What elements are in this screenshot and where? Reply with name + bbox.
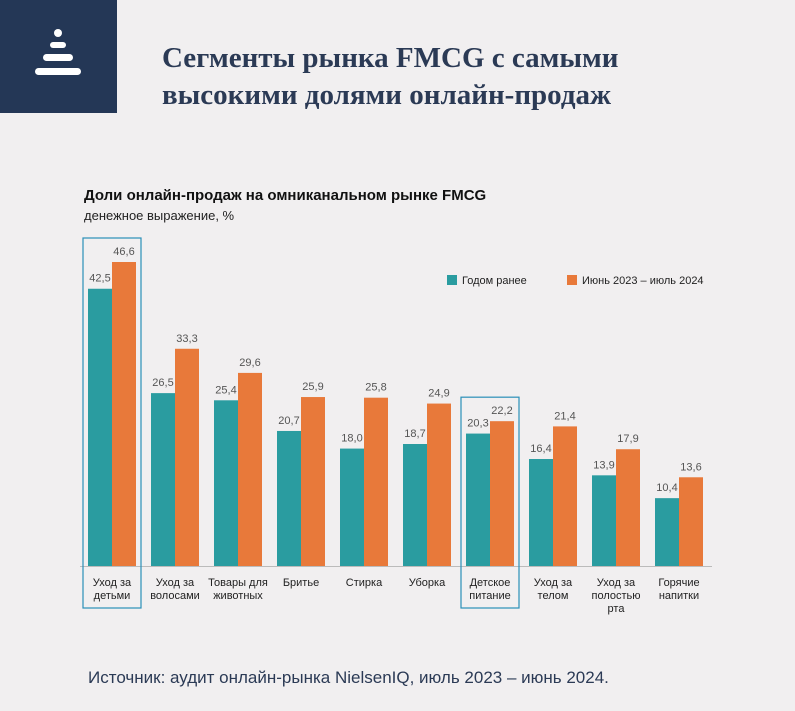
bar — [88, 288, 112, 566]
bar — [592, 475, 616, 566]
value-label: 21,4 — [554, 410, 575, 422]
bar — [340, 448, 364, 566]
bar — [112, 262, 136, 566]
highlight-box — [460, 396, 520, 609]
x-tick-label: Уход за детьми — [92, 577, 132, 602]
value-label: 33,3 — [176, 333, 197, 345]
value-label: 42,5 — [89, 273, 110, 285]
bar — [490, 421, 514, 566]
value-label: 18,7 — [404, 428, 425, 440]
highlight-box — [82, 237, 142, 609]
bar — [301, 397, 325, 566]
bar — [553, 426, 577, 566]
value-label: 13,9 — [593, 459, 614, 471]
chart-subtitle: денежное выражение, % — [84, 208, 235, 223]
value-label: 25,8 — [365, 382, 386, 394]
slide-title: Сегменты рынка FMCG с самыми высокими до… — [162, 42, 619, 111]
value-label: 25,4 — [215, 384, 236, 396]
value-label: 18,0 — [341, 433, 362, 445]
value-label: 10,4 — [656, 482, 677, 494]
bar — [679, 477, 703, 566]
x-tick-label: Уход за полостью рта — [591, 577, 641, 615]
x-tick-label: Бритье — [282, 577, 320, 589]
bar — [277, 430, 301, 566]
legend-swatch — [447, 275, 457, 285]
x-tick-label: Товары для животных — [208, 577, 268, 602]
x-tick-label: Уход за телом — [533, 577, 573, 602]
bar — [214, 400, 238, 566]
x-tick-label: Уборка — [408, 577, 446, 589]
bar — [427, 403, 451, 566]
bar — [151, 393, 175, 566]
value-label: 25,9 — [302, 381, 323, 393]
bar — [364, 397, 388, 566]
x-tick-label: Горячие напитки — [658, 577, 700, 602]
x-tick-label: Стирка — [345, 577, 383, 589]
bar — [403, 444, 427, 566]
legend-label: Июнь 2023 – июль 2024 — [582, 275, 704, 287]
value-label: 46,6 — [113, 246, 134, 258]
value-label: 20,7 — [278, 415, 299, 427]
bar — [529, 459, 553, 566]
logo-icon — [35, 29, 81, 75]
value-label: 26,5 — [152, 377, 173, 389]
x-tick-label: Уход за волосами — [150, 577, 200, 602]
value-label: 20,3 — [467, 418, 488, 430]
value-label: 29,6 — [239, 357, 260, 369]
value-label: 24,9 — [428, 388, 449, 400]
bar — [616, 449, 640, 566]
value-label: 17,9 — [617, 433, 638, 445]
legend-label: Годом ранее — [462, 275, 527, 287]
source: Источник: аудит онлайн-рынка NielsenIQ, … — [88, 668, 609, 687]
chart-title: Доли онлайн-продаж на омниканальном рынк… — [84, 187, 486, 204]
value-label: 16,4 — [530, 443, 551, 455]
legend-swatch — [567, 275, 577, 285]
bar — [175, 348, 199, 566]
bar — [238, 372, 262, 566]
x-tick-label: Детское питание — [469, 577, 511, 602]
bar — [655, 498, 679, 566]
bar — [466, 433, 490, 566]
value-label: 22,2 — [491, 405, 512, 417]
value-label: 13,6 — [680, 461, 701, 473]
